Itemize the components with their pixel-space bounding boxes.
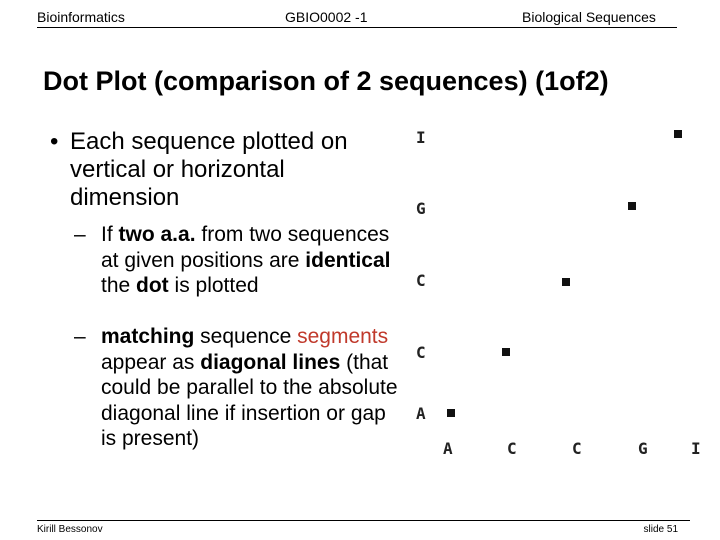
- sub-bullet: matching sequence segments appear as dia…: [101, 324, 401, 452]
- text-run: is plotted: [168, 274, 259, 297]
- text-run: (that could be parallel to the absolute …: [101, 350, 398, 451]
- x-sequence-letter: A: [443, 439, 453, 458]
- text-run: the: [101, 274, 137, 297]
- header-center: GBIO0002 -1: [285, 9, 368, 25]
- slide-title: Dot Plot (comparison of 2 sequences) (1o…: [43, 66, 609, 96]
- x-sequence-letter: G: [638, 439, 648, 458]
- text-run: sequence: [194, 325, 298, 348]
- match-dot: [628, 202, 636, 210]
- y-sequence-letter: A: [416, 404, 426, 423]
- x-sequence-letter: C: [507, 439, 517, 458]
- text-run: segments: [297, 325, 389, 348]
- text-run: from two sequences at given positions ar…: [101, 223, 390, 272]
- y-sequence-letter: C: [416, 271, 426, 290]
- y-sequence-letter: G: [416, 199, 426, 218]
- sub-bullet: If two a.a. from two sequences at given …: [101, 222, 401, 299]
- header-right: Biological Sequences: [522, 9, 656, 25]
- match-dot: [674, 130, 682, 138]
- match-dot: [502, 348, 510, 356]
- text-run: diagonal lines: [200, 350, 341, 374]
- bullet-text: Each sequence plotted on vertical or hor…: [70, 128, 348, 211]
- text-run: two a.a.: [118, 223, 196, 246]
- match-dot: [562, 278, 570, 286]
- footer-author: Kirill Bessonov: [37, 524, 103, 535]
- text-run: dot: [136, 274, 169, 297]
- x-sequence-letter: C: [572, 439, 582, 458]
- match-dot: [447, 409, 455, 417]
- text-run: identical: [305, 248, 391, 272]
- sub-bullet-marker: –: [74, 325, 86, 348]
- x-sequence-letter: I: [691, 439, 701, 458]
- text-run: If: [101, 223, 119, 246]
- sub-bullet-marker: –: [74, 223, 86, 246]
- text-run: matching: [101, 325, 195, 348]
- bullet-marker: •: [50, 128, 59, 155]
- y-sequence-letter: C: [416, 343, 426, 362]
- text-run: appear as: [101, 350, 201, 374]
- y-sequence-letter: I: [416, 128, 426, 147]
- header-left: Bioinformatics: [37, 9, 125, 25]
- footer-slide: slide 51: [643, 524, 678, 535]
- header-rule: [37, 27, 677, 28]
- footer-rule: [37, 520, 690, 521]
